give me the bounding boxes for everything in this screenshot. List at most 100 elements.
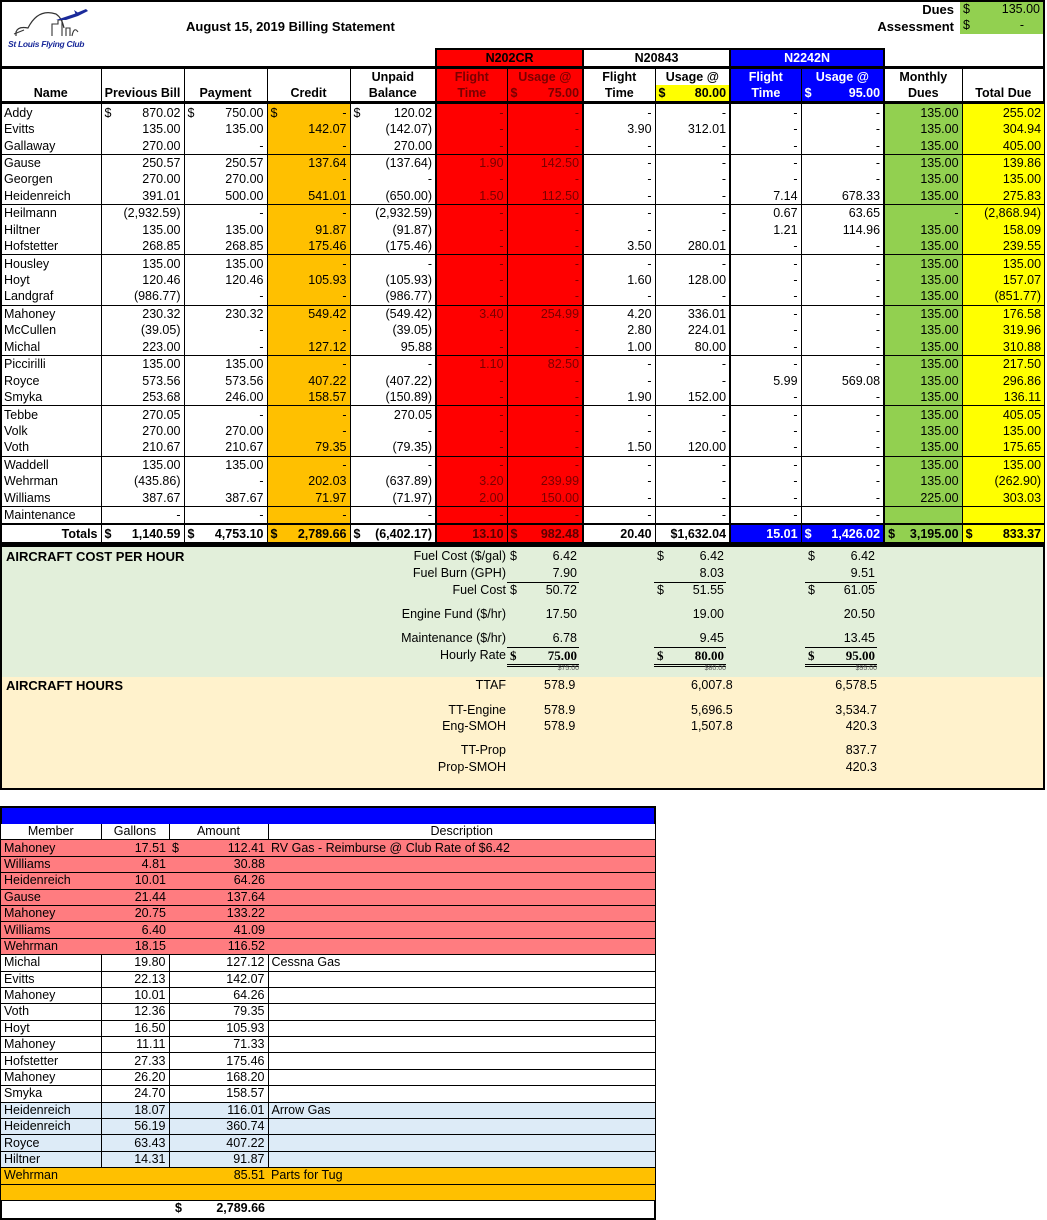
cell-n2242n-usage: - (875, 105, 881, 120)
fuel-member: Smyka (1, 1085, 101, 1103)
cell-credit: 407.22 (308, 373, 347, 388)
cell-credit: - (342, 172, 347, 187)
cell-credit: 175.46 (308, 239, 347, 254)
cell-n202cr-flight-time: - (499, 390, 504, 405)
cell-monthly-dues: 135.00 (920, 323, 959, 338)
amount-value: - (342, 105, 347, 120)
cell-credit: 549.42 (308, 306, 347, 321)
fuel-row: Hiltner 14.31 91.87 (1, 1151, 655, 1169)
cell-n2242n-flight-time: - (793, 407, 798, 422)
cell-unpaid-balance: (549.42) (385, 306, 433, 321)
cell-n20843-usage: 80.00 (694, 339, 727, 354)
fuel-member: Voth (1, 1003, 101, 1021)
cell-payment: 120.46 (225, 273, 264, 288)
fuel-reimbursement-table: Member Gallons Amount Description Mahoney 1… (1, 824, 655, 1216)
fuel-row: Royce 63.43 407.22 (1, 1134, 655, 1152)
cost-amount: 19.00 (692, 607, 724, 621)
cell-n2242n-flight-time: - (793, 239, 798, 254)
cell-n20843-flight-time: - (647, 423, 652, 438)
header-n202cr-flight-time: Flight Time (435, 67, 508, 103)
cost-amount: 6.78 (552, 631, 577, 645)
aircraft-n2242n: N2242N (729, 48, 886, 68)
amount-value: 833.37 (1002, 526, 1042, 541)
cell-n20843-flight-time: 1.60 (627, 273, 652, 288)
cell-payment: 135.00 (225, 357, 264, 372)
cell-n202cr-usage: - (574, 423, 580, 438)
fuel-gallons: 4.81 (101, 856, 169, 874)
table-row: Maintenance - - - - - - - - - - (1, 505, 1045, 525)
fuel-row: Gause 21.44 137.64 (1, 889, 655, 906)
amount-value: 750.00 (225, 105, 264, 120)
cell-n202cr-flight-time: - (499, 172, 504, 187)
cell-n20843-flight-time: - (647, 256, 652, 271)
amount-value: 870.02 (142, 105, 181, 120)
fuel-amount: 133.22 (169, 905, 268, 923)
dues-currency: $ (963, 2, 970, 16)
cost-amount: 6.42 (552, 549, 577, 563)
cell-n2242n-usage: - (875, 508, 881, 523)
cell-name: Tebbe (4, 407, 39, 422)
cost-value: $6.42 (507, 549, 579, 565)
table-row: Evitts 135.00 135.00 142.07 (142.07) - - 3.90 31… (1, 120, 1045, 138)
rate-currency: $ (658, 86, 666, 101)
cell-n2242n-flight-time: 7.14 (773, 188, 798, 203)
cell-n2242n-usage: - (875, 273, 881, 288)
cell-n2242n-flight-time: - (793, 490, 798, 505)
dues-field[interactable]: $135.00 (960, 2, 1043, 18)
hours-row-label: TTAF (475, 678, 506, 692)
fuel-member: Mahoney (1, 987, 101, 1005)
cell-n202cr-usage: - (574, 339, 580, 354)
fuel-row: Wehrman 18.15 116.52 (1, 938, 655, 956)
header-n2242n-usage: Usage @ $95.00 (800, 67, 885, 103)
fuel-member: Mahoney (1, 905, 101, 923)
table-row: Tebbe 270.05 - - 270.05 - - - - - - 135.00 405.05 (1, 405, 1045, 423)
cell-n2242n-usage: 678.33 (841, 188, 881, 203)
hours-value: 6,578.5 (835, 678, 877, 692)
fuel-member: Heidenreich (1, 872, 101, 890)
cell-payment: - (259, 289, 264, 304)
fuel-amount: 91.87 (168, 1151, 268, 1169)
cell-payment: 573.56 (225, 373, 264, 388)
fuel-description (267, 1052, 655, 1070)
cell-n2242n-usage: 569.08 (841, 373, 881, 388)
fuel-gallons: 27.33 (100, 1052, 169, 1070)
cell-previous-bill: (39.05) (140, 323, 181, 338)
cell-name: Smyka (4, 390, 43, 405)
cell-name: Housley (4, 256, 50, 271)
fuel-gallons: 10.01 (101, 872, 169, 890)
cell-unpaid-balance: 95.88 (400, 339, 433, 354)
cell-n202cr-flight-time: - (499, 105, 504, 120)
cost-value: 6.78 (507, 631, 579, 648)
cell-unpaid-balance: (175.46) (385, 239, 433, 254)
cell-payment: $4,753.10 (187, 526, 264, 541)
cell-monthly-dues: 135.00 (920, 105, 959, 120)
cell-previous-bill: 135.00 (142, 457, 181, 472)
cell-n202cr-flight-time: - (499, 440, 504, 455)
fuel-header-row: Member Gallons Amount Description (1, 824, 655, 841)
fuel-amount: 142.07 (168, 971, 268, 988)
cell-name: Heilmann (4, 206, 57, 221)
assessment-field[interactable]: $ - (960, 18, 1043, 34)
cell-previous-bill: 270.00 (142, 172, 181, 187)
cell-n202cr-flight-time: 1.50 (479, 188, 504, 203)
amount-value: 982.48 (540, 526, 580, 541)
cell-total-due: 296.86 (1002, 373, 1042, 388)
fuel-row: Mahoney 20.75 133.22 (1, 905, 655, 923)
cost-row-label: Engine Fund ($/hr) (401, 607, 506, 621)
cell-n2242n-flight-time: - (793, 256, 798, 271)
cell-previous-bill: 250.57 (142, 155, 181, 170)
usage-label: Usage @ (665, 70, 719, 85)
dues-label: Dues (922, 2, 954, 17)
cell-unpaid-balance: (142.07) (385, 122, 433, 137)
cell-unpaid-balance: - (427, 423, 433, 438)
cell-n2242n-flight-time: 5.99 (773, 373, 798, 388)
cell-n202cr-usage: - (574, 222, 580, 237)
fuel-row: Smyka 24.70 158.57 (1, 1085, 655, 1103)
fuel-gallons: 17.51 (101, 839, 169, 857)
cell-n20843-usage: - (721, 373, 727, 388)
cell-previous-bill: 573.56 (142, 373, 181, 388)
header-unpaid-balance: Unpaid Balance (349, 67, 437, 103)
cell-credit: - (342, 457, 347, 472)
cell-n202cr-flight-time: - (499, 273, 504, 288)
cell-unpaid-balance: 270.05 (393, 407, 433, 422)
